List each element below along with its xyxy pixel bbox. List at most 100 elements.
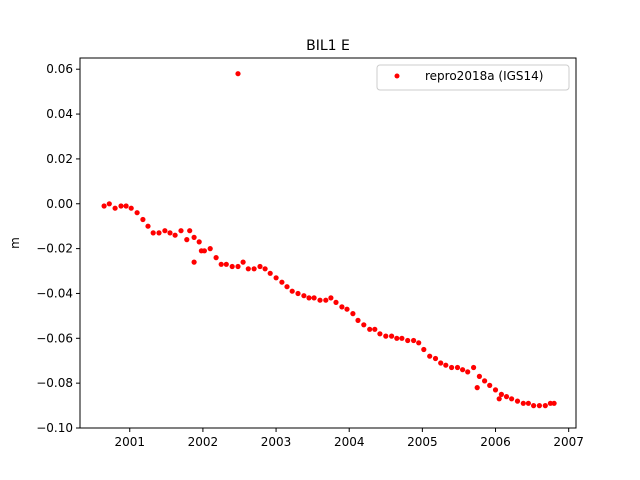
data-point [235,71,241,77]
data-point [503,394,510,400]
data-point [460,367,466,373]
data-point [150,230,156,236]
data-point [383,333,389,339]
axis-ticks: 2001 2002 2003 2004 2005 2006 2007 −0.10 −0.08 −0… [36,62,584,449]
data-point [196,239,202,245]
data-point [389,333,395,339]
x-tick-label: 2001 [114,435,145,449]
y-tick-label: 0.02 [46,152,73,166]
data-point [191,234,197,240]
y-tick-label: −0.08 [36,376,73,390]
x-tick-label: 2007 [553,435,584,449]
data-point [405,337,411,344]
data-point [454,364,461,371]
data-point [339,304,345,310]
data-point [140,216,146,223]
data-point [496,396,502,402]
plot-frame [79,57,577,429]
data-point [487,382,493,388]
data-point [498,391,504,397]
data-point [218,261,224,267]
data-point [279,279,285,285]
data-point [251,266,257,272]
data-point [273,275,279,281]
data-point [399,335,405,341]
data-point [542,403,548,409]
data-points [101,71,557,409]
y-tick-label: 0.00 [46,197,73,211]
data-point [267,270,273,276]
data-point [317,297,323,303]
data-point [191,259,197,265]
data-point [350,311,356,317]
data-point [301,293,307,299]
data-point [162,228,168,234]
data-point [361,322,367,328]
data-point [134,210,140,216]
data-point [172,232,178,238]
data-point [156,230,162,236]
y-tick-label: −0.10 [36,421,73,435]
data-point [145,223,151,229]
y-tick-label: 0.04 [46,107,73,121]
data-point [284,284,290,290]
data-point [411,337,417,344]
data-point [118,203,124,209]
data-point [443,362,449,368]
x-tick-label: 2003 [261,435,292,449]
data-point [101,203,107,209]
data-point [474,385,480,391]
data-point [112,205,118,211]
data-point [167,230,173,236]
x-tick-label: 2004 [334,435,365,449]
y-tick-label: 0.06 [46,62,73,76]
data-point [178,228,184,234]
data-point [531,403,537,409]
data-point [536,403,543,409]
data-point [551,400,557,406]
data-point [262,266,268,272]
legend: repro2018a (IGS14) [376,64,570,91]
data-point [184,237,190,243]
x-tick-label: 2006 [480,435,511,449]
y-tick-label: −0.06 [36,331,73,345]
legend-entry-label: repro2018a (IGS14) [425,69,543,83]
data-point [355,317,361,323]
data-point [207,246,213,252]
y-tick-label: −0.02 [36,242,73,256]
data-point [427,353,433,359]
data-point [235,263,241,270]
data-point [372,326,378,332]
data-point [323,297,329,303]
data-point [106,201,112,207]
data-point [476,373,482,379]
y-tick-label: −0.04 [36,286,73,300]
data-point [328,295,334,301]
x-tick-label: 2002 [188,435,219,449]
x-tick-label: 2005 [407,435,438,449]
data-point [123,203,129,209]
data-point [547,400,554,406]
data-point [289,288,295,294]
data-point [525,400,532,406]
data-point [377,331,383,337]
data-point [492,387,499,393]
data-point [198,248,204,254]
data-point [344,306,350,312]
data-point [240,259,246,265]
data-point [471,364,477,371]
data-point [229,263,235,270]
data-point [416,340,422,346]
data-point [187,228,193,234]
data-point [514,398,521,404]
data-point [438,360,444,366]
data-point [333,299,339,305]
data-point [257,263,263,270]
data-point [223,261,229,267]
data-point [509,396,515,402]
data-point [306,295,312,301]
y-axis-label: m [8,237,22,249]
data-point [245,266,251,272]
legend-box [376,64,570,91]
